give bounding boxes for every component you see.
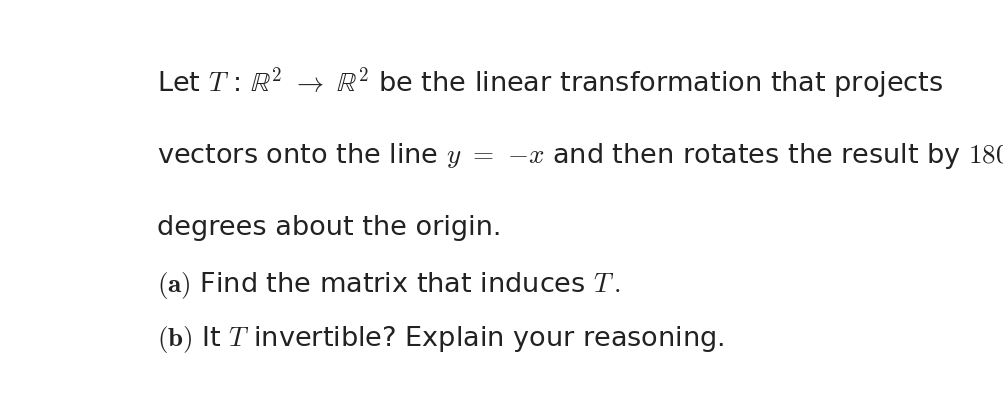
Text: degrees about the origin.: degrees about the origin.: [156, 214, 500, 240]
Text: Let $\mathit{T}$ : $\mathbb{R}^{\mathit{2}}$ $\rightarrow$ $\mathbb{R}^{\mathit{: Let $\mathit{T}$ : $\mathbb{R}^{\mathit{…: [156, 64, 942, 100]
Text: vectors onto the line $\mathit{y}$ $=$ $-\mathit{x}$ and then rotates the result: vectors onto the line $\mathit{y}$ $=$ $…: [156, 140, 1003, 171]
Text: $\mathbf{(a)}$ Find the matrix that induces $\mathit{T}\,.$: $\mathbf{(a)}$ Find the matrix that indu…: [156, 269, 620, 300]
Text: $\mathbf{(b)}$ It $\mathit{T}$ invertible? Explain your reasoning.: $\mathbf{(b)}$ It $\mathit{T}$ invertibl…: [156, 323, 723, 354]
